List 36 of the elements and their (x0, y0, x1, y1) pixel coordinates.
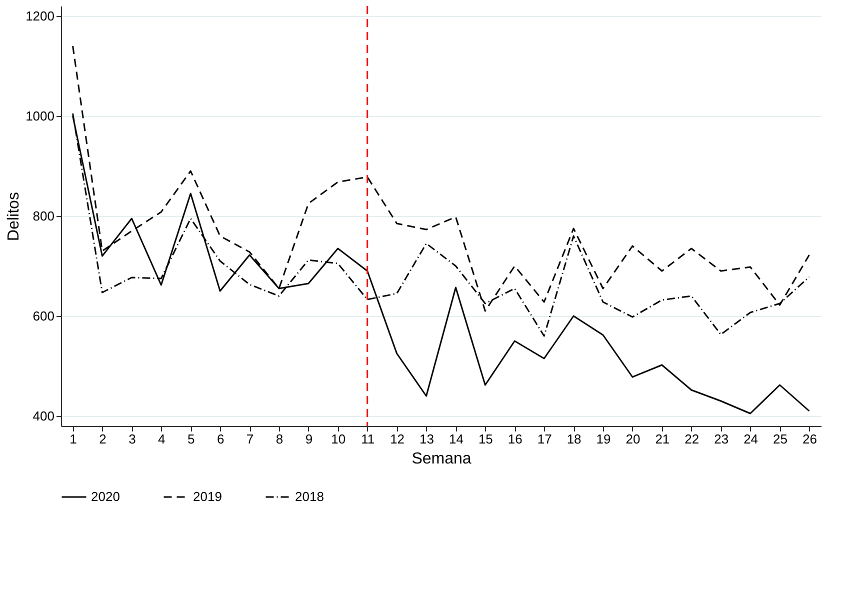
x-tick-label: 18 (566, 432, 582, 446)
x-tick-label: 2 (99, 432, 106, 446)
x-tick-label: 1 (70, 432, 77, 446)
x-tick-label: 13 (420, 432, 434, 446)
y-tick-label: 600 (32, 308, 54, 324)
x-tick-label: 19 (596, 432, 611, 446)
x-tick-label: 16 (508, 432, 522, 446)
x-tick-label: 24 (744, 432, 758, 446)
x-tick-label: 21 (655, 432, 670, 446)
x-tick-label: 23 (714, 432, 729, 446)
legend-label: 2020 (91, 489, 120, 504)
y-tick-label: 1200 (26, 8, 54, 24)
x-tick-label: 8 (276, 432, 284, 446)
x-tick-label: 7 (246, 432, 254, 446)
x-tick-label: 5 (187, 432, 195, 446)
x-tick-label: 22 (684, 432, 700, 446)
x-tick-label: 12 (390, 432, 405, 446)
x-tick-label: 15 (478, 432, 493, 446)
legend-label: 2019 (193, 489, 222, 504)
x-tick-label: 25 (773, 432, 788, 446)
x-tick-label: 26 (802, 432, 817, 446)
x-tick-label: 6 (216, 432, 224, 446)
x-tick-label: 14 (448, 432, 464, 446)
x-tick-label: 20 (626, 432, 640, 446)
y-tick-label: 1000 (26, 108, 54, 124)
x-tick-label: 11 (361, 432, 375, 446)
legend-label: 2018 (295, 489, 324, 504)
x-tick-label: 3 (128, 432, 136, 446)
y-axis-title: Delitos (6, 192, 23, 241)
x-tick-label: 10 (331, 432, 346, 446)
x-axis-title: Semana (412, 450, 472, 468)
y-tick-label: 400 (32, 408, 54, 424)
x-tick-label: 17 (537, 432, 552, 446)
y-tick-label: 800 (32, 208, 54, 224)
x-tick-label: 9 (305, 432, 313, 446)
x-tick-label: 4 (158, 432, 166, 446)
